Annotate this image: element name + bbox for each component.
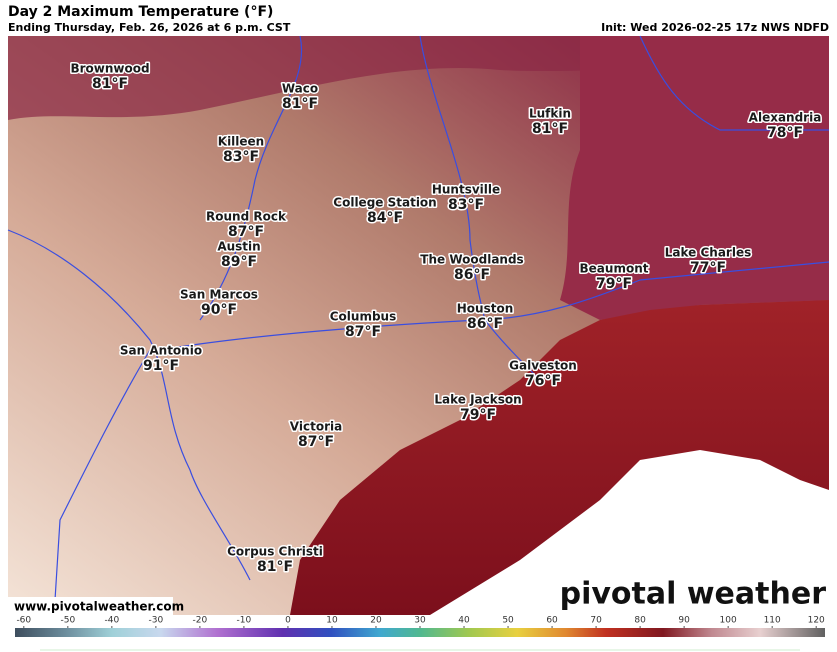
colorbar-label: -50 xyxy=(60,616,75,626)
city-name: Corpus Christi xyxy=(227,545,323,559)
subtitle: Ending Thursday, Feb. 26, 2026 at 6 p.m.… xyxy=(8,21,291,34)
city-temp: 78°F xyxy=(767,125,803,141)
city-temp: 84°F xyxy=(367,210,403,226)
colorbar-label: 0 xyxy=(285,616,291,626)
colorbar-label: 40 xyxy=(458,616,470,626)
city-name: Beaumont xyxy=(580,262,649,276)
colorbar-label: -10 xyxy=(237,616,252,626)
city-temp: 83°F xyxy=(448,197,484,213)
city-name: Waco xyxy=(282,82,318,96)
colorbar-label: -40 xyxy=(104,616,119,626)
city-name: Lake Charles xyxy=(665,246,751,260)
city-temp: 89°F xyxy=(221,254,257,270)
city-temp: 81°F xyxy=(257,559,293,575)
colorbar-label: -60 xyxy=(16,616,31,626)
colorbar-label: 70 xyxy=(590,616,602,626)
logo: pivotal weather xyxy=(560,577,827,612)
city-temp: 76°F xyxy=(525,373,561,389)
city-name: Galveston xyxy=(509,359,577,373)
city-temp: 81°F xyxy=(92,76,128,92)
city-name: Brownwood xyxy=(70,62,149,76)
title: Day 2 Maximum Temperature (°F) xyxy=(8,4,273,20)
init-time: Init: Wed 2026-02-25 17z NWS NDFD xyxy=(601,21,829,34)
city-name: Columbus xyxy=(330,310,397,324)
city-temp: 79°F xyxy=(460,407,496,423)
city-temp: 91°F xyxy=(143,358,179,374)
city-temp: 86°F xyxy=(454,267,490,283)
city-name: Lufkin xyxy=(529,107,571,121)
colorbar-label: 30 xyxy=(414,616,426,626)
city-name: The Woodlands xyxy=(420,253,523,267)
city-temp: 90°F xyxy=(201,302,237,318)
city-name: Austin xyxy=(217,240,260,254)
colorbar-label: 90 xyxy=(678,616,690,626)
city-temp: 79°F xyxy=(596,276,632,292)
colorbar-label: 80 xyxy=(634,616,646,626)
city-temp: 81°F xyxy=(532,121,568,137)
colorbar-label: 10 xyxy=(326,616,338,626)
map xyxy=(7,35,830,615)
colorbar-label: 100 xyxy=(720,616,737,626)
city-name: Round Rock xyxy=(206,210,287,224)
city-name: Victoria xyxy=(290,420,342,434)
colorbar-label: -20 xyxy=(193,616,208,626)
city-temp: 77°F xyxy=(690,260,726,276)
city-temp: 83°F xyxy=(223,149,259,165)
colorbar-label: 20 xyxy=(370,616,382,626)
city-name: Houston xyxy=(457,302,514,316)
colorbar-label: 120 xyxy=(808,616,825,626)
colorbar xyxy=(15,628,825,637)
city-temp: 86°F xyxy=(467,316,503,332)
city-temp: 81°F xyxy=(282,96,318,112)
city-name: San Marcos xyxy=(180,288,258,302)
colorbar-label: 60 xyxy=(546,616,558,626)
city-temp: 87°F xyxy=(298,434,334,450)
city-name: Killeen xyxy=(218,135,264,149)
colorbar-label: 50 xyxy=(502,616,514,626)
city-name: Alexandria xyxy=(749,111,822,125)
city-name: San Antonio xyxy=(120,344,202,358)
website: www.pivotalweather.com xyxy=(14,600,184,614)
colorbar-label: -30 xyxy=(149,616,164,626)
colorbar-label: 110 xyxy=(764,616,781,626)
city-name: Huntsville xyxy=(432,183,500,197)
city-name: College Station xyxy=(333,196,436,210)
city-name: Lake Jackson xyxy=(434,393,521,407)
city-temp: 87°F xyxy=(345,324,381,340)
city-temp: 87°F xyxy=(228,224,264,240)
